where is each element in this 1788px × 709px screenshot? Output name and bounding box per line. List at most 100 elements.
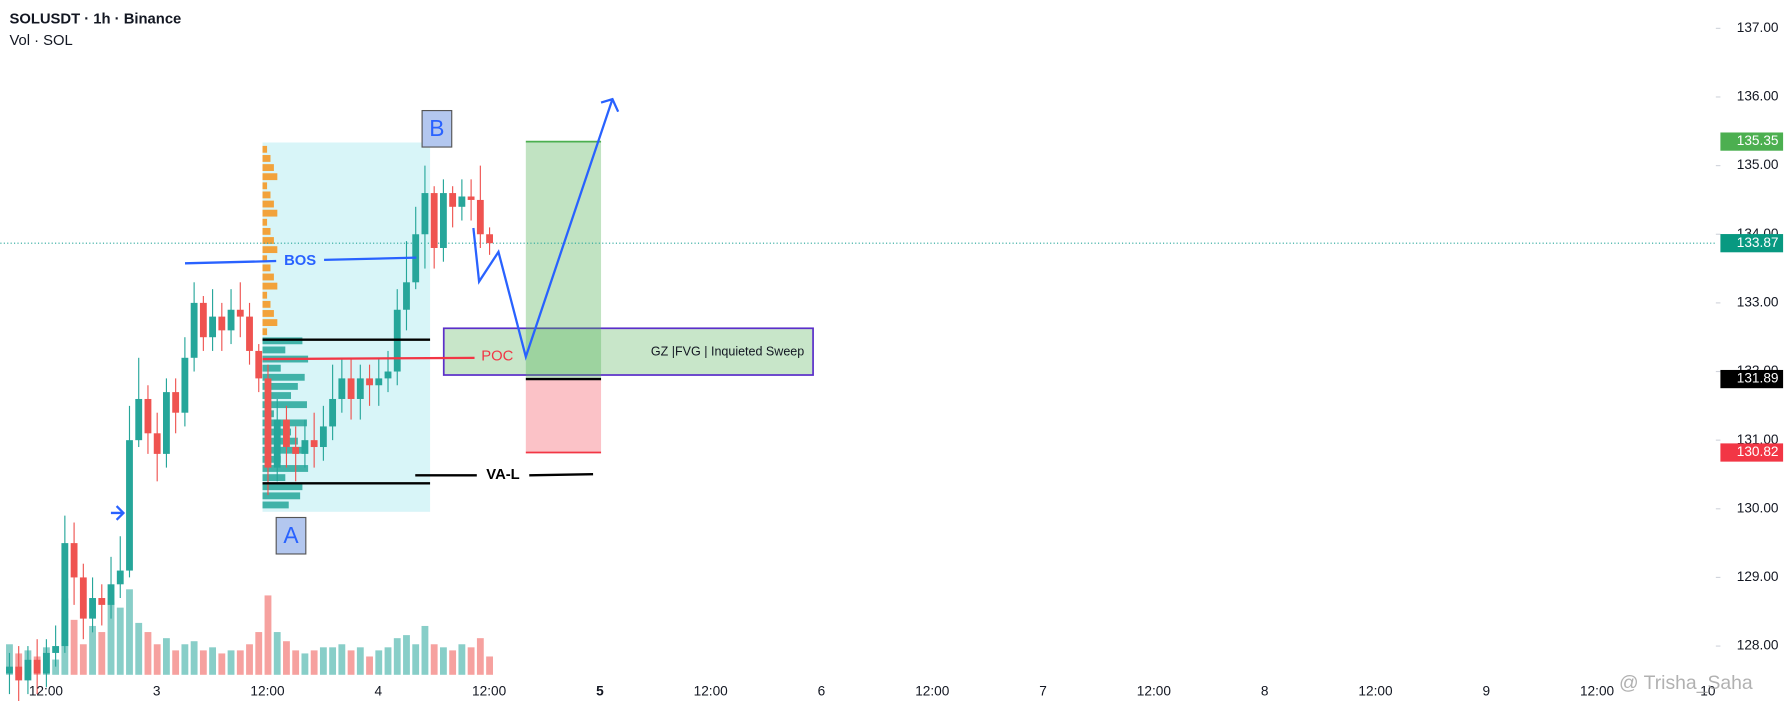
candle-body xyxy=(329,398,337,427)
profile-bar xyxy=(262,364,281,372)
y-tick-label: 137.00 xyxy=(1737,20,1779,35)
chart-title: SOLUSDT · 1h · Binance xyxy=(9,11,181,27)
candle-body xyxy=(375,378,383,386)
volume-bar xyxy=(384,647,392,675)
last-price-badge: 133.87 xyxy=(1737,235,1779,250)
profile-bar xyxy=(262,373,305,381)
candle-body xyxy=(98,598,106,605)
label-box xyxy=(275,516,307,555)
candle-body xyxy=(33,659,41,674)
candle-body xyxy=(209,316,217,338)
x-tick-label: 12:00 xyxy=(694,684,729,699)
y-tick-label: 129.00 xyxy=(1737,569,1779,584)
candle-body xyxy=(292,447,300,454)
candle-body xyxy=(366,378,373,386)
profile-bar xyxy=(262,255,268,263)
volume-bar xyxy=(412,644,420,675)
candle-body xyxy=(15,666,23,681)
label-box xyxy=(421,109,453,148)
candle-body xyxy=(227,309,235,331)
volume-bar xyxy=(126,589,133,675)
volume-bar xyxy=(246,644,253,675)
volume-bar xyxy=(153,644,161,675)
x-tick-label: 10 xyxy=(1700,684,1716,699)
volume-bar xyxy=(338,644,346,675)
volume-bar xyxy=(486,656,493,675)
candle-body xyxy=(246,316,253,351)
plot xyxy=(0,165,1716,701)
volume-bar xyxy=(301,653,309,675)
volume-bar xyxy=(310,650,318,675)
volume-bar xyxy=(375,650,383,675)
fvg-zone xyxy=(442,327,814,376)
entry-badge: 131.89 xyxy=(1737,371,1779,386)
candle-body xyxy=(126,440,133,571)
y-tick-label: 136.00 xyxy=(1737,89,1779,104)
candle-body xyxy=(199,302,207,338)
candle-body xyxy=(107,584,115,605)
candle-body xyxy=(273,419,281,468)
profile-bar xyxy=(262,501,289,509)
volume-bar xyxy=(218,653,226,675)
profile-bar xyxy=(262,291,268,299)
candle-body xyxy=(79,577,87,619)
stop-zone xyxy=(525,379,602,453)
candle-body xyxy=(476,199,484,235)
candle-body xyxy=(172,392,180,413)
volume-bar xyxy=(356,647,364,675)
arrow xyxy=(110,505,126,521)
x-tick-label: 3 xyxy=(153,684,161,699)
profile-bar xyxy=(262,155,271,162)
y-tick-label: 128.00 xyxy=(1737,638,1779,653)
candle-body xyxy=(70,543,78,578)
candle-body xyxy=(310,440,318,448)
profile-bar xyxy=(262,319,278,327)
profile-bar xyxy=(262,465,309,472)
profile-bar xyxy=(262,446,304,454)
x-tick-label: 6 xyxy=(818,684,826,699)
stop-badge: 130.82 xyxy=(1737,444,1779,459)
candle-body xyxy=(89,598,96,619)
candle-body xyxy=(319,426,327,448)
profile-bar xyxy=(262,182,268,190)
volume-bar xyxy=(144,632,152,675)
candle-body xyxy=(42,652,50,674)
profile-bar xyxy=(262,200,274,208)
profile-bar xyxy=(262,300,271,308)
candle-body xyxy=(135,398,143,441)
x-tick-label: 7 xyxy=(1039,684,1047,699)
y-tick-label: 133.00 xyxy=(1737,294,1779,309)
volume-bar xyxy=(135,622,143,675)
candle-body xyxy=(347,378,355,399)
profile-bar xyxy=(262,273,274,281)
y-tick-label: 130.00 xyxy=(1737,500,1779,515)
candle-body xyxy=(6,666,13,674)
profile-bar xyxy=(262,191,271,199)
profile-bar xyxy=(262,401,307,409)
volume-bar xyxy=(172,650,180,675)
volume-bar xyxy=(439,647,447,675)
x-tick-label: 12:00 xyxy=(29,684,64,699)
candle-body xyxy=(439,193,447,248)
zone-label: GZ |FVG | Inquieted Sweep xyxy=(651,345,804,359)
profile-bar xyxy=(262,392,292,399)
candle-body xyxy=(403,282,410,310)
volume-bar xyxy=(292,650,300,675)
candle-body xyxy=(255,350,263,379)
volume-bar xyxy=(319,647,327,675)
candle-body xyxy=(301,440,309,454)
candle-body xyxy=(264,378,272,468)
volume-bar xyxy=(163,638,170,675)
volume-bar xyxy=(236,650,244,675)
candle-body xyxy=(61,543,69,647)
target-badge: 135.35 xyxy=(1737,133,1779,148)
x-tick-label: 12:00 xyxy=(1137,684,1172,699)
volume-bar xyxy=(264,595,272,675)
volume-bar xyxy=(347,650,355,675)
projection-arrow xyxy=(472,97,620,361)
candle-body xyxy=(486,234,493,244)
y-tick-label: 131.00 xyxy=(1737,432,1779,447)
x-tick-label: 4 xyxy=(375,684,383,699)
profile-bar xyxy=(262,492,301,500)
